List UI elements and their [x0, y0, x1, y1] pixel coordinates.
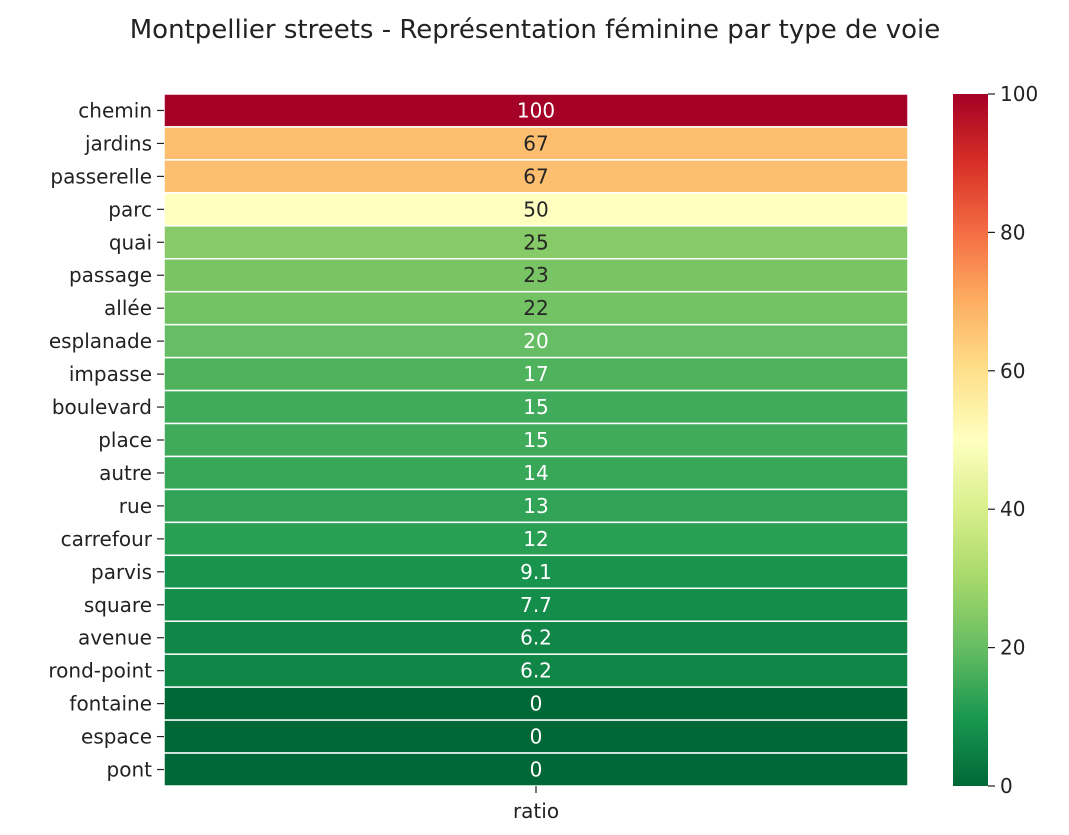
row-label-quai: quai	[109, 230, 152, 254]
cell-annotation-parvis: 9.1	[520, 560, 552, 584]
cell-annotation-passage: 23	[523, 263, 548, 287]
cell-annotation-espace: 0	[530, 725, 543, 749]
row-label-impasse: impasse	[69, 362, 152, 386]
colorbar-tick-label-20: 20	[1000, 636, 1025, 660]
row-label-parvis: parvis	[91, 560, 152, 584]
heatmap-cell-pont	[163, 752, 909, 787]
cell-annotation-passerelle: 67	[523, 164, 548, 188]
heatmap-cell-place	[163, 422, 909, 458]
row-label-rue: rue	[119, 494, 152, 518]
heatmap-cell-espace	[163, 719, 909, 754]
cell-annotation-autre: 14	[523, 461, 548, 485]
cell-annotation-pont: 0	[530, 758, 543, 782]
row-label-place: place	[98, 428, 152, 452]
cell-annotation-avenue: 6.2	[520, 626, 552, 650]
colorbar-tick-label-60: 60	[1000, 359, 1025, 383]
row-label-jardins: jardins	[84, 131, 152, 155]
row-label-chemin: chemin	[78, 98, 152, 122]
cell-annotation-quai: 25	[523, 230, 548, 254]
heatmap-cell-autre	[163, 455, 909, 491]
cell-annotation-rond-point: 6.2	[520, 659, 552, 683]
colorbar-tick-label-0: 0	[1000, 774, 1013, 798]
colorbar: 0 20 40 60 80 100	[953, 82, 1038, 798]
cell-annotation-square: 7.7	[520, 593, 552, 617]
column-label-ratio: ratio	[513, 799, 559, 823]
cell-annotation-allée: 22	[523, 296, 548, 320]
column-labels: ratio	[513, 786, 559, 823]
cell-annotation-impasse: 17	[523, 362, 548, 386]
heatmap-cell-chemin	[163, 93, 909, 128]
colorbar-tick-label-100: 100	[1000, 82, 1038, 106]
chart-title: Montpellier streets - Représentation fém…	[130, 15, 941, 45]
row-label-esplanade: esplanade	[49, 329, 152, 353]
cell-annotation-fontaine: 0	[530, 692, 543, 716]
row-label-carrefour: carrefour	[61, 527, 153, 551]
row-label-autre: autre	[99, 461, 152, 485]
cell-annotation-jardins: 67	[523, 131, 548, 155]
cell-annotation-carrefour: 12	[523, 527, 548, 551]
row-label-boulevard: boulevard	[52, 395, 152, 419]
cell-annotation-rue: 13	[523, 494, 548, 518]
heatmap-cell-jardins	[163, 126, 909, 161]
heatmap-cell-parc	[163, 192, 909, 227]
colorbar-tick-label-40: 40	[1000, 497, 1025, 521]
row-label-passage: passage	[69, 263, 152, 287]
cell-annotation-esplanade: 20	[523, 329, 548, 353]
row-label-square: square	[84, 593, 152, 617]
cell-annotation-parc: 50	[523, 197, 548, 221]
row-label-rond-point: rond-point	[48, 659, 152, 683]
colorbar-tick-label-80: 80	[1000, 220, 1025, 244]
row-label-fontaine: fontaine	[69, 692, 152, 716]
heatmap-cell-carrefour	[163, 521, 909, 557]
row-label-allée: allée	[104, 296, 152, 320]
row-label-avenue: avenue	[78, 626, 152, 650]
row-label-parc: parc	[108, 197, 152, 221]
heatmap-cells: 100 67 67 50 25 23 22 20 17 15 15 14 13 12 9.1 7.7 6.2 6.…	[163, 93, 909, 787]
row-labels: chemin jardins passerelle parc quai passage al…	[48, 98, 164, 782]
cell-annotation-boulevard: 15	[523, 395, 548, 419]
colorbar-gradient	[953, 94, 988, 786]
row-label-espace: espace	[81, 725, 152, 749]
cell-annotation-chemin: 100	[517, 98, 555, 122]
cell-annotation-place: 15	[523, 428, 548, 452]
row-label-pont: pont	[107, 758, 153, 782]
heatmap-cell-boulevard	[163, 389, 909, 425]
row-label-passerelle: passerelle	[50, 164, 152, 188]
heatmap-cell-fontaine	[163, 686, 909, 721]
